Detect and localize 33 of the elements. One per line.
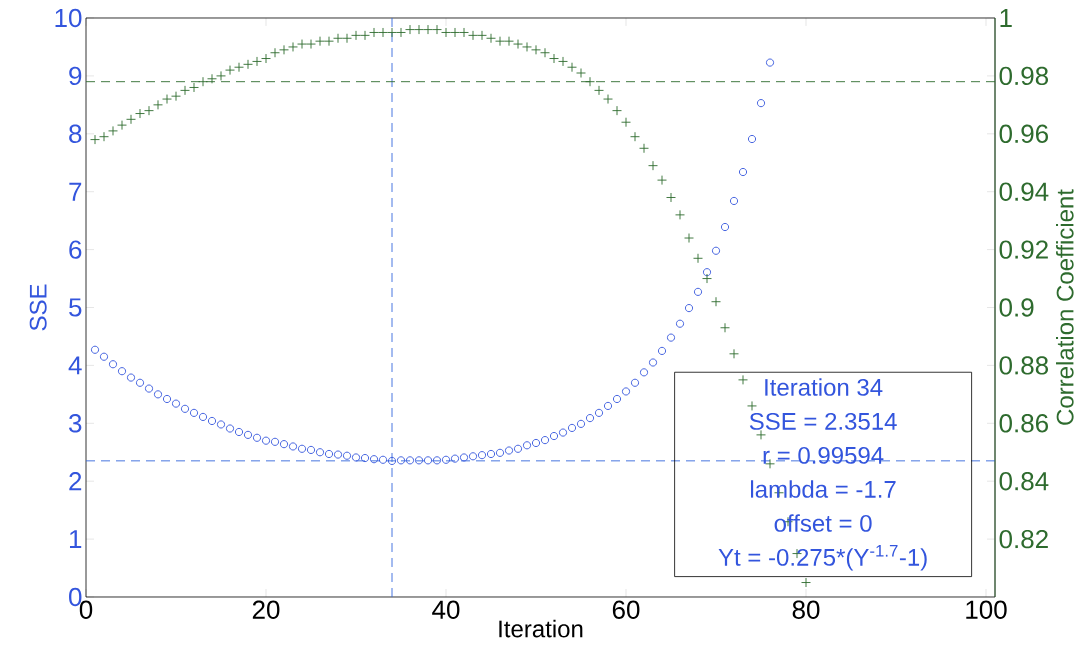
annotation: Yt = -0.275*(Y$^{-1.7}$-1) bbox=[718, 545, 927, 571]
y2-tick-label: 0.86 bbox=[999, 414, 1048, 433]
x-tick-label: 40 bbox=[432, 600, 460, 619]
y2-tick-label: 0.9 bbox=[999, 298, 1034, 317]
annotation: Iteration 34 bbox=[765, 378, 883, 396]
y-tick-label: 3 bbox=[69, 414, 82, 433]
annotation: offset = 0 bbox=[774, 514, 872, 532]
y-axis-title: SSE bbox=[29, 284, 47, 331]
y-tick-label: 9 bbox=[69, 66, 82, 86]
y-tick-label: 4 bbox=[68, 356, 82, 375]
y2-tick-label: 0.96 bbox=[999, 124, 1048, 143]
y2-tick-label: 0.88 bbox=[999, 356, 1049, 375]
annotation: SSE = 2.3514 bbox=[749, 412, 897, 430]
y-tick-label: 5 bbox=[69, 298, 82, 317]
y-tick-label: 1 bbox=[69, 530, 82, 549]
annotation: lambda = -1.7 bbox=[751, 480, 896, 498]
y-tick-label: 6 bbox=[69, 240, 82, 259]
y2-axis-title: Correlation Coefficient bbox=[1056, 189, 1074, 425]
y2-tick-label: 0.98 bbox=[999, 66, 1049, 86]
x-tick-label: 80 bbox=[792, 600, 820, 619]
x-tick-label: 60 bbox=[612, 600, 640, 619]
x-tick-label: 20 bbox=[252, 600, 280, 619]
y-tick-label: 2 bbox=[69, 472, 82, 491]
x-tick-label: 100 bbox=[966, 600, 1007, 619]
y-tick-label: 10 bbox=[55, 8, 82, 28]
y2-tick-label: 0.94 bbox=[999, 182, 1049, 201]
y2-tick-label: 1 bbox=[1000, 9, 1012, 27]
y2-tick-label: 0.84 bbox=[999, 471, 1049, 491]
y2-tick-label: 0.92 bbox=[999, 240, 1048, 259]
y-tick-label: 8 bbox=[69, 124, 82, 143]
x-axis-title: Iteration bbox=[499, 619, 583, 638]
y2-tick-label: 0.82 bbox=[999, 529, 1048, 549]
y-tick-label: 7 bbox=[69, 182, 82, 201]
